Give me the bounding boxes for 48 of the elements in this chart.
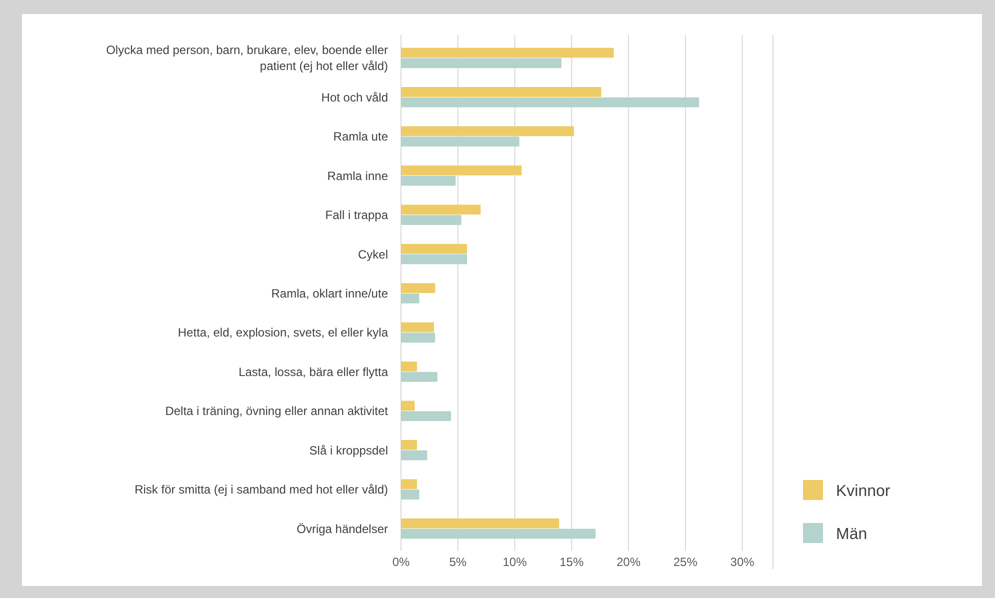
bar	[401, 283, 436, 293]
bar	[401, 450, 428, 460]
bar	[401, 528, 596, 539]
x-tick-label: 30%	[730, 555, 755, 569]
bar	[401, 215, 462, 225]
bar	[401, 244, 467, 254]
y-tick-label: Slå i kroppsdel	[309, 443, 388, 458]
y-tick-label: Fall i trappa	[325, 208, 388, 222]
x-tick-label: 20%	[616, 555, 641, 569]
bar	[401, 322, 434, 332]
y-tick-label: Övriga händelser	[296, 522, 388, 536]
bar	[401, 479, 417, 490]
bar	[401, 294, 420, 304]
bar	[401, 87, 602, 97]
y-tick-label: Hetta, eld, explosion, svets, el eller kyla	[178, 326, 388, 340]
y-tick-label: Ramla, oklart inne/ute	[271, 286, 388, 300]
bar	[401, 58, 562, 68]
bar	[401, 490, 420, 500]
legend-label: Kvinnor	[836, 483, 891, 500]
y-tick-label: Hot och våld	[321, 90, 388, 104]
y-tick-label: Ramla inne	[327, 168, 388, 183]
bar	[401, 126, 574, 136]
x-tick-label: 25%	[673, 555, 698, 569]
legend-label: Män	[836, 526, 868, 543]
x-tick-label: 15%	[560, 555, 584, 569]
bar	[401, 332, 436, 343]
x-tick-label: 0%	[392, 555, 410, 569]
bar	[401, 411, 452, 422]
y-tick-label: Lasta, lossa, bära eller flytta	[238, 364, 388, 379]
y-tick-label: Ramla ute	[333, 130, 388, 144]
bar	[401, 136, 520, 147]
bar	[401, 372, 438, 382]
bar	[401, 165, 522, 176]
y-tick-label: Cykel	[358, 247, 388, 262]
x-tick-label: 5%	[449, 555, 467, 569]
bar	[401, 97, 700, 108]
y-tick-label: Risk för smitta (ej i samband med hot eller våld)	[134, 482, 388, 497]
x-tick-label: 10%	[502, 555, 528, 569]
bar	[401, 518, 560, 528]
bar	[401, 204, 481, 215]
bar	[401, 362, 417, 372]
bar	[401, 254, 467, 264]
y-tick-label: Delta i träning, övning eller annan aktivitet	[165, 404, 389, 418]
bar	[401, 400, 415, 411]
y-tick-label: Olycka med person, barn, brukare, elev, boende eller patient (ej hot eller våld)	[106, 43, 388, 74]
bar	[401, 176, 456, 186]
bar	[401, 440, 417, 450]
bar	[401, 48, 614, 58]
